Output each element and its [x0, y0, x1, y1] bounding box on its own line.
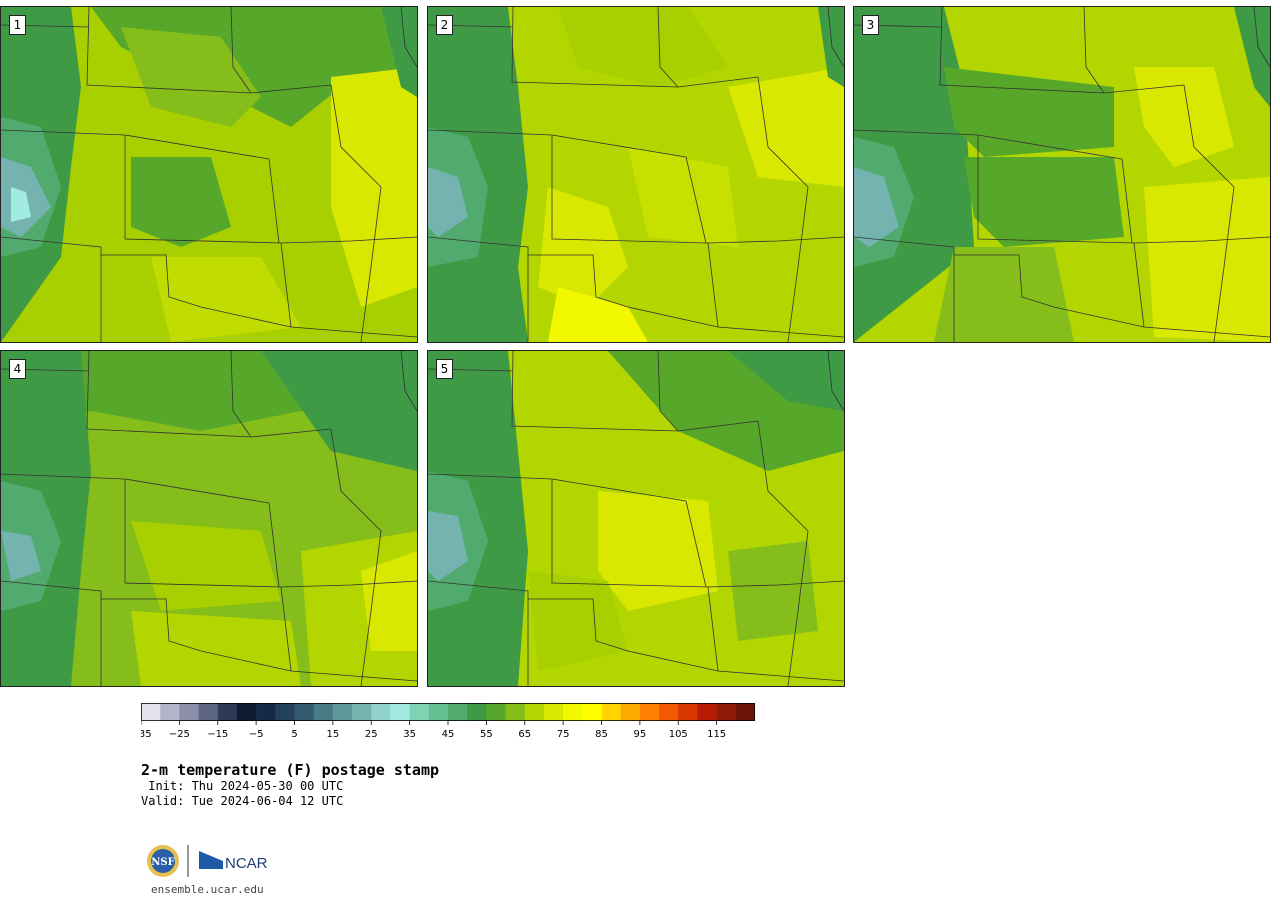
colorbar-segment — [198, 703, 219, 721]
colorbar-segment — [313, 703, 334, 721]
colorbar-segment — [486, 703, 506, 721]
colorbar-segment — [697, 703, 717, 721]
colorbar-segment — [601, 703, 621, 721]
colorbar-segment — [371, 703, 391, 721]
colorbar-segment — [735, 703, 755, 721]
colorbar-segment — [217, 703, 238, 721]
temperature-map — [428, 7, 844, 342]
map-panel-4: 4 — [0, 350, 418, 687]
panel-number-label: 1 — [9, 15, 26, 35]
map-panel-2: 2 — [427, 6, 845, 343]
colorbar-segment — [256, 703, 276, 721]
colorbar-tick-label: 115 — [707, 729, 726, 740]
colorbar-segment — [505, 703, 526, 721]
init-time: Init: Thu 2024-05-30 00 UTC — [141, 779, 344, 793]
colorbar-tick-label: 85 — [595, 729, 608, 740]
colorbar-border — [141, 703, 755, 721]
valid-time: Valid: Tue 2024-06-04 12 UTC — [141, 794, 344, 808]
nsf-logo-icon: NSF — [147, 845, 179, 877]
ncar-logo-text: NCAR — [225, 855, 268, 872]
panel-number-label: 4 — [9, 359, 26, 379]
title-block: 2-m temperature (F) postage stamp Init: … — [141, 761, 439, 809]
colorbar-tick-label: 35 — [403, 729, 416, 740]
panel-number-label: 5 — [436, 359, 453, 379]
plot-title: 2-m temperature (F) postage stamp — [141, 761, 440, 779]
ncar-logo-icon: NCAR — [199, 851, 268, 872]
colorbar-tick-label: 25 — [365, 729, 378, 740]
temperature-map — [1, 7, 417, 342]
colorbar-tick-label: 95 — [634, 729, 647, 740]
colorbar-segment — [428, 703, 449, 721]
colorbar-segment — [620, 703, 641, 721]
colorbar-segment — [639, 703, 660, 721]
colorbar-segment — [678, 703, 698, 721]
colorbar-segment — [563, 703, 583, 721]
colorbar-tick-label: −5 — [249, 729, 264, 740]
nsf-logo-text: NSF — [151, 857, 174, 868]
site-url: ensemble.ucar.edu — [151, 883, 264, 896]
colorbar-tick-label: 5 — [291, 729, 297, 740]
colorbar-segment — [294, 703, 314, 721]
colorbar-tick-label: −35 — [141, 729, 152, 740]
colorbar-segment — [448, 703, 468, 721]
colorbar-segment — [236, 703, 257, 721]
colorbar-tick-label: 15 — [327, 729, 340, 740]
colorbar-segment — [352, 703, 372, 721]
temperature-map — [428, 351, 844, 686]
colorbar-segment — [390, 703, 410, 721]
temperature-colorbar: −35 −25 −15 −5 5 15 25 35 45 55 65 75 85 95 105 115 — [141, 703, 755, 740]
panel-number-label: 2 — [436, 15, 453, 35]
nsf-ncar-logo: NSF NCAR — [147, 845, 268, 877]
temperature-map — [854, 7, 1270, 342]
map-panel-5: 5 — [427, 350, 845, 687]
colorbar-tick-label: 65 — [518, 729, 531, 740]
colorbar-segment — [543, 703, 564, 721]
colorbar-segment — [716, 703, 737, 721]
colorbar-segment — [582, 703, 602, 721]
colorbar-tick-label: 75 — [557, 729, 570, 740]
colorbar-tick-label: 105 — [669, 729, 688, 740]
colorbar-segment — [332, 703, 353, 721]
colorbar-segment — [275, 703, 295, 721]
colorbar-segment — [141, 703, 161, 721]
colorbar-segment — [409, 703, 430, 721]
map-panel-3: 3 — [853, 6, 1271, 343]
colorbar-segment — [467, 703, 487, 721]
colorbar-tick-label: 45 — [442, 729, 455, 740]
map-panel-1: 1 — [0, 6, 418, 343]
colorbar-segment — [179, 703, 199, 721]
colorbar-segment — [659, 703, 679, 721]
panel-number-label: 3 — [862, 15, 879, 35]
colorbar-segment — [160, 703, 180, 721]
colorbar-tick-label: −15 — [207, 729, 228, 740]
colorbar-segment — [524, 703, 545, 721]
colorbar-tick-label: −25 — [169, 729, 190, 740]
temperature-map — [1, 351, 417, 686]
colorbar-tick-label: 55 — [480, 729, 493, 740]
